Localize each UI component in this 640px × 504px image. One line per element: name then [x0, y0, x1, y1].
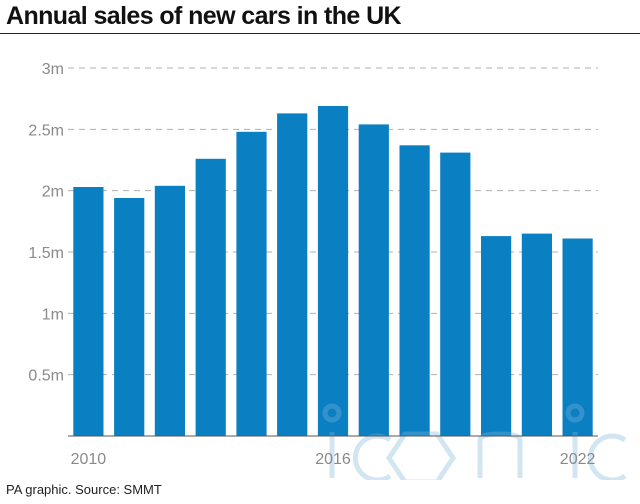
bar-2013	[195, 158, 226, 437]
watermark-stroke	[477, 431, 523, 478]
y-tick-label: 1.5m	[28, 245, 64, 262]
bar-2018	[399, 145, 430, 437]
bar-2022	[562, 238, 593, 436]
gridlines: 0.5m 1m 1.5m 2m 2.5m 3m	[28, 61, 598, 385]
bars	[73, 106, 593, 437]
watermark-stroke	[352, 433, 392, 480]
bar-2010	[73, 187, 104, 436]
x-tick-labels: 2010 2016 2022	[71, 451, 596, 468]
x-tick-label: 2010	[71, 451, 107, 468]
y-tick-label: 0.5m	[28, 368, 64, 385]
bar-2014	[236, 131, 267, 437]
title-divider	[0, 33, 640, 34]
x-tick-label: 2016	[315, 451, 351, 468]
watermark-hexagon-icon	[385, 431, 457, 480]
bar-2011	[114, 198, 145, 436]
bar-2019	[440, 152, 471, 436]
chart-title: Annual sales of new cars in the UK	[6, 2, 402, 30]
bar-2020	[481, 236, 512, 436]
watermark-stroke	[587, 433, 627, 480]
y-tick-label: 2.5m	[28, 122, 64, 139]
watermark-dot-icon	[322, 403, 342, 423]
bar-2017	[358, 124, 389, 437]
bar-2012	[154, 185, 185, 436]
y-tick-label: 2m	[42, 184, 64, 201]
y-tick-label: 3m	[42, 61, 64, 78]
bar-2016	[317, 106, 349, 436]
source-note: PA graphic. Source: SMMT	[6, 482, 162, 497]
watermark-dot-icon	[565, 403, 585, 423]
y-tick-label: 1m	[42, 306, 64, 323]
bar-2021	[521, 233, 552, 436]
x-tick-label: 2022	[560, 451, 596, 468]
bar-2015	[277, 113, 308, 437]
bar-chart: 0.5m 1m 1.5m 2m 2.5m 3m 2010 2016 2022	[28, 61, 627, 480]
